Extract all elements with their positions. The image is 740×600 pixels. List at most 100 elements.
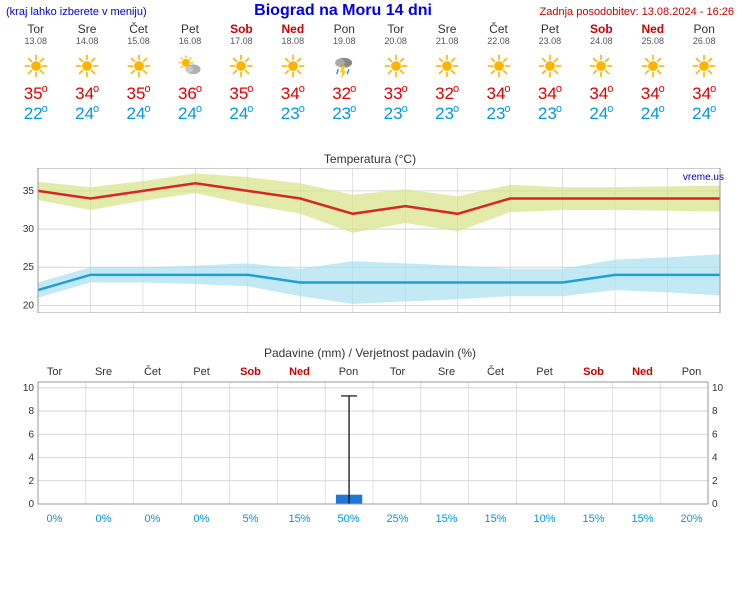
- svg-text:8: 8: [28, 406, 34, 417]
- precip-day-name: Sre: [79, 366, 128, 378]
- day-header: Tor 13.08: [10, 22, 61, 46]
- low-temp: 23o: [370, 104, 421, 124]
- day-header: Sre 14.08: [61, 22, 112, 46]
- high-temp: 33o: [370, 84, 421, 104]
- weather-icon: [267, 52, 318, 80]
- day-name: Sre: [61, 22, 112, 36]
- precip-day-headers: TorSreČetPetSobNedPonTorSreČetPetSobNedP…: [0, 366, 740, 378]
- day-header: Ned 25.08: [627, 22, 678, 46]
- weather-icon: [370, 52, 421, 80]
- weather-icon: [319, 52, 370, 80]
- day-header: Pet 16.08: [164, 22, 215, 46]
- precip-probability: 50%: [324, 513, 373, 525]
- low-temp: 23o: [524, 104, 575, 124]
- high-temp: 34o: [267, 84, 318, 104]
- precip-day-name: Tor: [373, 366, 422, 378]
- day-name: Tor: [370, 22, 421, 36]
- high-temp: 35o: [216, 84, 267, 104]
- low-temp: 24o: [61, 104, 112, 124]
- day-name: Ned: [627, 22, 678, 36]
- weather-icons-row: [0, 46, 740, 84]
- low-temp: 24o: [576, 104, 627, 124]
- precip-day-name: Pon: [667, 366, 716, 378]
- day-header: Pon 19.08: [319, 22, 370, 46]
- precip-day-name: Ned: [618, 366, 667, 378]
- weather-icon: [421, 52, 472, 80]
- day-headers: Tor 13.08 Sre 14.08 Čet 15.08 Pet 16.08 …: [0, 22, 740, 46]
- day-date: 21.08: [421, 36, 472, 46]
- watermark: vreme.us: [683, 172, 724, 183]
- precip-day-name: Ned: [275, 366, 324, 378]
- high-temp: 34o: [678, 84, 729, 104]
- weather-icon: [678, 52, 729, 80]
- svg-text:25: 25: [23, 262, 35, 273]
- day-name: Pon: [319, 22, 370, 36]
- high-temp: 35o: [113, 84, 164, 104]
- day-date: 17.08: [216, 36, 267, 46]
- precip-probability: 15%: [471, 513, 520, 525]
- low-temp: 23o: [267, 104, 318, 124]
- weather-icon: [164, 52, 215, 80]
- weather-icon: [61, 52, 112, 80]
- day-header: Pet 23.08: [524, 22, 575, 46]
- svg-text:2: 2: [712, 476, 718, 487]
- precip-probability: 0%: [128, 513, 177, 525]
- precip-probability: 0%: [30, 513, 79, 525]
- svg-text:4: 4: [712, 453, 718, 464]
- temp-chart-title: Temperatura (°C): [0, 152, 740, 166]
- high-temp: 34o: [61, 84, 112, 104]
- day-name: Čet: [473, 22, 524, 36]
- precip-probability: 0%: [177, 513, 226, 525]
- day-name: Sre: [421, 22, 472, 36]
- day-name: Pon: [678, 22, 729, 36]
- day-header: Pon 26.08: [678, 22, 729, 46]
- low-temp: 22o: [10, 104, 61, 124]
- day-date: 20.08: [370, 36, 421, 46]
- precip-day-name: Sob: [226, 366, 275, 378]
- precip-day-name: Sob: [569, 366, 618, 378]
- weather-icon: [216, 52, 267, 80]
- precipitation-chart: 00224466881010: [10, 378, 730, 513]
- day-date: 22.08: [473, 36, 524, 46]
- day-date: 16.08: [164, 36, 215, 46]
- day-date: 18.08: [267, 36, 318, 46]
- precip-probability: 25%: [373, 513, 422, 525]
- menu-hint[interactable]: (kraj lahko izberete v meniju): [6, 6, 147, 18]
- svg-text:0: 0: [28, 499, 34, 508]
- low-temp-row: 22o24o24o24o24o23o23o23o23o23o23o24o24o2…: [0, 104, 740, 124]
- high-temp: 34o: [524, 84, 575, 104]
- page-title: Biograd na Moru 14 dni: [147, 2, 540, 20]
- svg-text:35: 35: [23, 186, 35, 197]
- low-temp: 24o: [678, 104, 729, 124]
- low-temp: 23o: [473, 104, 524, 124]
- precip-probability: 15%: [618, 513, 667, 525]
- high-temp: 34o: [473, 84, 524, 104]
- high-temp: 36o: [164, 84, 215, 104]
- precip-day-name: Pon: [324, 366, 373, 378]
- day-date: 23.08: [524, 36, 575, 46]
- low-temp: 24o: [164, 104, 215, 124]
- weather-icon: [524, 52, 575, 80]
- precip-day-name: Pet: [177, 366, 226, 378]
- svg-text:0: 0: [712, 499, 718, 508]
- day-header: Sob 24.08: [576, 22, 627, 46]
- high-temp: 32o: [319, 84, 370, 104]
- precip-chart-title: Padavine (mm) / Verjetnost padavin (%): [0, 346, 740, 360]
- precip-probability: 15%: [275, 513, 324, 525]
- weather-icon: [113, 52, 164, 80]
- temperature-chart: 20253035 vreme.us: [10, 168, 730, 318]
- day-name: Čet: [113, 22, 164, 36]
- day-name: Pet: [524, 22, 575, 36]
- low-temp: 24o: [113, 104, 164, 124]
- day-header: Čet 15.08: [113, 22, 164, 46]
- low-temp: 23o: [421, 104, 472, 124]
- day-header: Čet 22.08: [473, 22, 524, 46]
- day-header: Sob 17.08: [216, 22, 267, 46]
- svg-text:6: 6: [28, 429, 34, 440]
- high-temp: 32o: [421, 84, 472, 104]
- high-temp: 34o: [576, 84, 627, 104]
- svg-text:4: 4: [28, 453, 34, 464]
- day-date: 15.08: [113, 36, 164, 46]
- header: (kraj lahko izberete v meniju) Biograd n…: [0, 0, 740, 22]
- day-name: Tor: [10, 22, 61, 36]
